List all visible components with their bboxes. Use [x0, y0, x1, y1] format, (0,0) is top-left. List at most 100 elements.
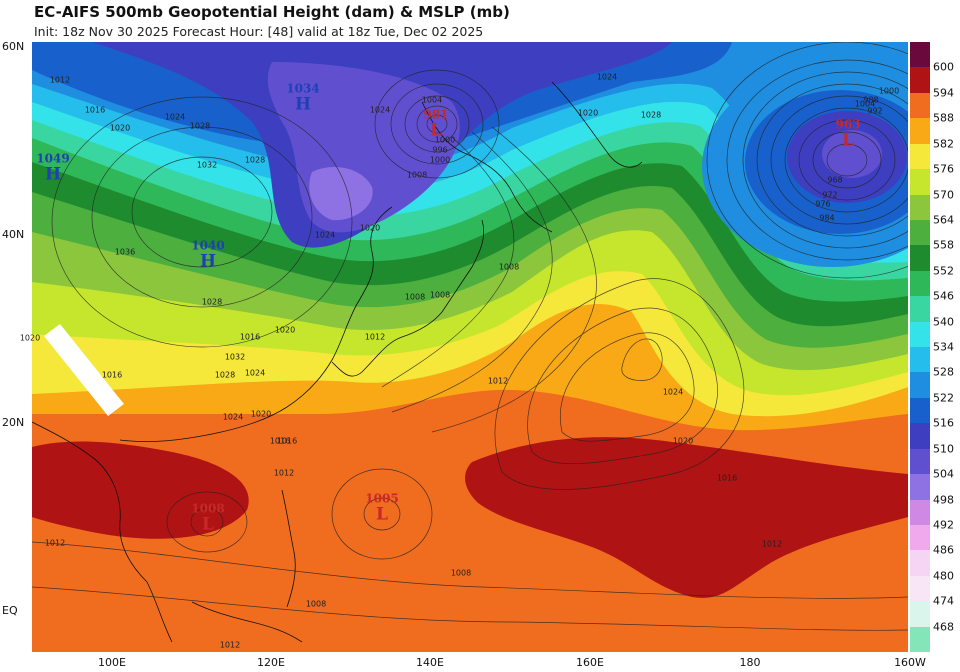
- aleutian-ring-504: [822, 130, 882, 178]
- colorbar-swatch: [910, 347, 930, 373]
- colorbar-swatch: [910, 67, 930, 94]
- isobar-label: 1016: [269, 436, 291, 446]
- colorbar-label: 576: [933, 162, 954, 176]
- isobar-label: 1008: [498, 262, 520, 272]
- center-symbol: H: [294, 94, 312, 115]
- center-symbol: L: [430, 120, 442, 141]
- colorbar-swatch: [910, 448, 930, 475]
- colorbar-label: 552: [933, 264, 954, 278]
- isobar-label: 984: [819, 213, 835, 223]
- isobar: [426, 114, 448, 134]
- weather-map: [32, 42, 908, 652]
- isobar: [726, 59, 908, 261]
- isobar-label: 1024: [222, 412, 244, 422]
- isobar: [784, 107, 908, 213]
- high-pressure-center: 1040 H: [191, 240, 224, 271]
- low-pressure-center: 1005 L: [365, 493, 398, 524]
- isobar-label: 1008: [406, 170, 428, 180]
- height-fill-layer: [32, 42, 908, 652]
- terrain-mask: [44, 324, 124, 416]
- isobar-label: 1020: [109, 123, 131, 133]
- isobar-label: 1000: [429, 155, 451, 165]
- isobar-label: 1012: [487, 376, 509, 386]
- colorbar-swatch: [910, 499, 930, 526]
- isobar-label: 1016: [276, 436, 298, 446]
- isobar-label: 1028: [189, 121, 211, 131]
- colorbar-label: 546: [933, 289, 954, 303]
- colorbar-swatch: [910, 575, 930, 602]
- lat-label: 40N: [2, 228, 25, 241]
- colorbar-swatch: [910, 169, 930, 195]
- high-pressure-center: 1034 H: [286, 83, 319, 114]
- height-band-498: [309, 167, 373, 221]
- colorbar-swatch: [910, 474, 930, 500]
- isobar-label: 1008: [404, 292, 426, 302]
- isobar-label: 1016: [239, 332, 261, 342]
- isobar-label: 972: [822, 190, 838, 200]
- colorbar-swatch: [910, 321, 930, 348]
- lon-label: 160E: [576, 656, 604, 669]
- chart-header: EC-AIFS 500mb Geopotential Height (dam) …: [0, 0, 960, 42]
- low-pressure-center: 1008 L: [191, 503, 224, 534]
- coastline-layer: [32, 81, 643, 643]
- isobar: [431, 126, 597, 433]
- height-band-594-pacific: [465, 437, 908, 598]
- center-value: 1034: [286, 81, 320, 96]
- isobar: [363, 497, 401, 531]
- isobar: [32, 586, 908, 631]
- isobar-label: 1028: [201, 297, 223, 307]
- colorbar-label: 492: [933, 518, 954, 532]
- colorbar-swatch: [910, 626, 930, 653]
- colorbar-swatch: [910, 143, 930, 170]
- chart-title: EC-AIFS 500mb Geopotential Height (dam) …: [34, 3, 510, 21]
- coastline-philippines: [281, 489, 296, 608]
- isobar-label: 1008: [305, 599, 327, 609]
- isobar: [131, 156, 273, 268]
- colorbar-swatch: [910, 524, 930, 551]
- isobar-label: 1012: [219, 640, 241, 650]
- colorbar-swatch: [910, 118, 930, 145]
- isobar: [391, 131, 553, 413]
- colorbar-label: 540: [933, 315, 954, 329]
- height-band-594-scs: [32, 441, 249, 539]
- chart-subtitle: Init: 18z Nov 30 2025 Forecast Hour: [48…: [34, 24, 484, 39]
- isobar: [390, 83, 484, 165]
- isobar: [381, 136, 515, 388]
- colorbar-label: 516: [933, 416, 954, 430]
- isobar: [374, 69, 500, 179]
- isobar-label: 1032: [224, 352, 246, 362]
- colorbar-swatch: [910, 372, 930, 399]
- isobar: [91, 126, 313, 308]
- lon-label: 140E: [416, 656, 444, 669]
- colorbar-swatch: [910, 194, 930, 221]
- isobar-label: 1012: [49, 75, 71, 85]
- isobar-label: 1012: [364, 332, 386, 342]
- center-symbol: L: [202, 514, 214, 535]
- center-value: 1049: [36, 151, 70, 166]
- lat-label: EQ: [2, 604, 18, 617]
- isobar: [706, 42, 908, 279]
- isobar-label: 1016: [716, 473, 738, 483]
- coastline-kamchatka: [551, 81, 643, 168]
- colorbar-label: 570: [933, 188, 954, 201]
- isobar-label: 1036: [114, 247, 136, 257]
- isobar-label: 1024: [164, 112, 186, 122]
- isobar-label: 1024: [596, 72, 618, 82]
- coastline-sakhalin: [421, 101, 553, 233]
- center-symbol: H: [44, 164, 62, 185]
- colorbar-label: 510: [933, 442, 954, 456]
- isobar-label: 992: [867, 106, 883, 116]
- isobar-label: 1008: [429, 290, 451, 300]
- lon-label: 120E: [257, 656, 285, 669]
- isobar-label: 1012: [761, 539, 783, 549]
- colorbar-label: 504: [933, 467, 954, 481]
- isobar: [527, 307, 718, 465]
- isobar-label: 1004: [854, 99, 876, 109]
- isobar-label: 1012: [273, 468, 295, 478]
- isobar-label: 1028: [244, 155, 266, 165]
- colorbar-swatch: [910, 296, 930, 323]
- center-value: 981: [423, 107, 449, 122]
- isobar: [621, 338, 663, 381]
- isobar-label: 1000: [434, 135, 456, 145]
- colorbar-label: 582: [933, 137, 954, 151]
